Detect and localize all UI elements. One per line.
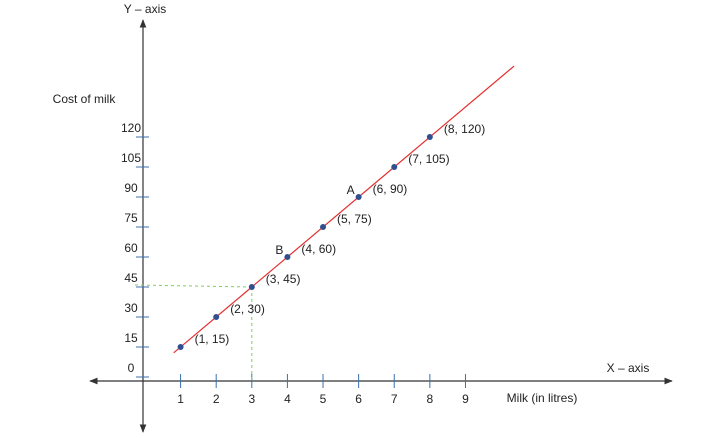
x-tick-label: 9	[462, 392, 469, 406]
fit-line	[173, 65, 515, 354]
annotation: A	[347, 183, 355, 197]
y-tick-label: 60	[124, 241, 138, 255]
y-tick-label: 120	[121, 121, 141, 135]
x-tick-label: 5	[320, 392, 327, 406]
data-point	[177, 344, 184, 350]
data-point	[391, 164, 398, 170]
y-tick-label: 30	[124, 301, 138, 315]
point-label: (7, 105)	[408, 152, 449, 166]
y-tick-label: 75	[124, 211, 138, 225]
data-point	[284, 254, 291, 260]
x-tick-label: 2	[213, 392, 220, 406]
y-tick-label: 105	[121, 151, 141, 165]
x-tick-label: 7	[391, 392, 398, 406]
data-point	[320, 224, 327, 230]
x-label: Milk (in litres)	[507, 391, 578, 405]
point-label: (3, 45)	[266, 272, 301, 286]
point-label: (5, 75)	[337, 212, 372, 226]
x-axis-title: X – axis	[607, 361, 650, 375]
data-point	[213, 314, 220, 320]
x-tick-label: 4	[284, 392, 291, 406]
y-tick-label: 45	[124, 271, 138, 285]
y-tick-label: 15	[124, 331, 138, 345]
point-label: (8, 120)	[444, 122, 485, 136]
y-tick-label: 90	[124, 181, 138, 195]
data-point	[355, 194, 362, 200]
data-point	[426, 134, 433, 140]
point-label: (4, 60)	[301, 242, 336, 256]
point-label: (2, 30)	[230, 302, 265, 316]
y-label: Cost of milk	[53, 92, 117, 106]
point-label: (6, 90)	[373, 182, 408, 196]
x-tick-label: 6	[355, 392, 362, 406]
y-axis-title: Y – axis	[124, 2, 166, 16]
annotation: B	[275, 243, 283, 257]
y-tick-label: 0	[128, 361, 135, 375]
x-tick-label: 8	[427, 392, 434, 406]
x-tick-label: 1	[177, 392, 184, 406]
point-label: (1, 15)	[195, 332, 230, 346]
data-point	[248, 284, 255, 290]
x-tick-label: 3	[248, 392, 255, 406]
guide-line	[134, 284, 252, 288]
